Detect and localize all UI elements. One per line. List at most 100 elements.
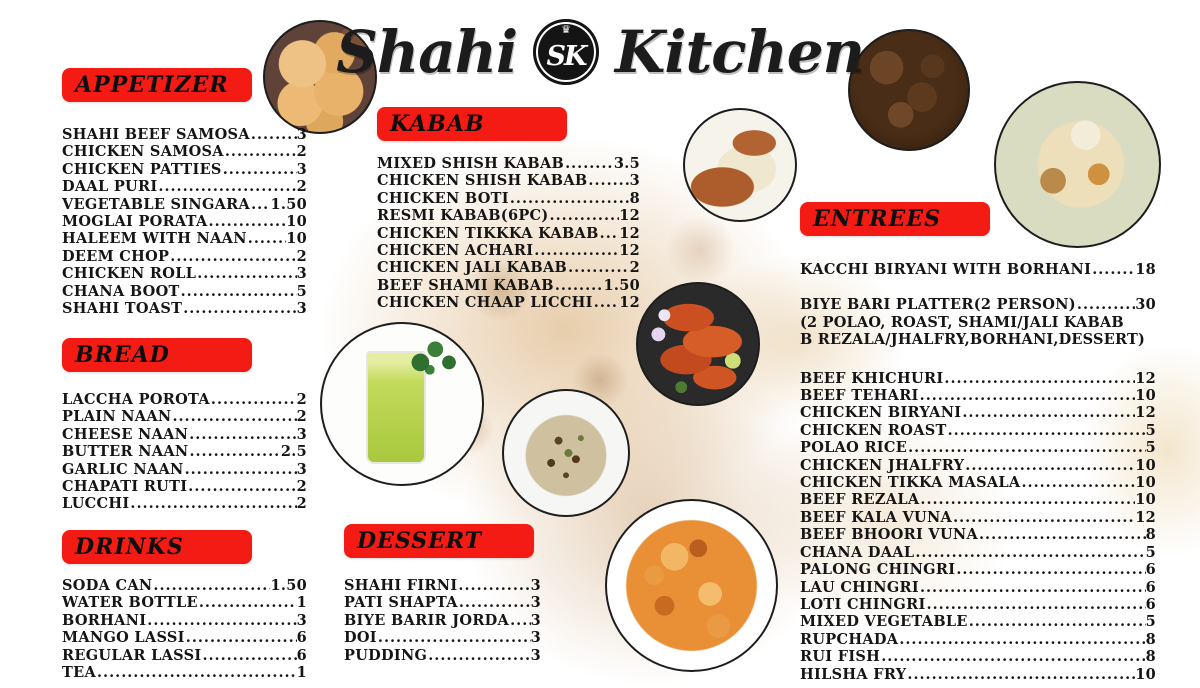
item-name: BEEF TEHARI [800,387,919,405]
photo-tandoori-chicken [636,282,760,406]
item-name: BEEF BHOORI VUNA [800,526,978,544]
section-bread: BREAD LACCHA POROTA.....................… [62,338,307,513]
menu-item: DOI.....................................… [344,629,541,646]
item-price: 3 [530,646,541,664]
section-header-dessert: DESSERT [344,524,534,558]
dot-leader: ........................................… [947,421,1146,439]
dot-leader: ........................................… [881,648,1146,666]
item-price: 12 [619,224,640,242]
item-price: 12 [619,294,640,312]
item-price: 6 [1145,561,1156,579]
menu-item: CHAPATI RUTI............................… [62,478,307,495]
item-name: SHAHI TOAST [62,300,183,318]
menu-item: CHICKEN CHAAP LICCHI....................… [377,294,640,311]
dessert-items: SHAHI FIRNI.............................… [344,577,541,664]
item-name: BIYE BARIR JORDA [344,611,510,629]
item-name: BORHANI [62,611,147,629]
item-name: LACCHA POROTA [62,391,210,408]
item-name: POLAO RICE [800,439,908,457]
section-header-bread: BREAD [62,338,252,372]
section-label: DESSERT [357,528,483,554]
menu-item: SODA CAN................................… [62,577,307,594]
item-name: MIXED VEGETABLE [800,613,968,631]
item-name: CHICKEN TIKKKA KABAB [377,224,599,242]
item-name: HALEEM WITH NAAN [62,230,247,248]
dot-leader: ........................................… [509,189,630,207]
dot-leader: ........................................… [198,594,297,612]
dot-leader: ........................................… [130,495,296,513]
item-name: CHICKEN SAMOSA [62,143,224,161]
item-name: DAAL PURI [62,178,158,196]
dot-leader: ........................................… [919,578,1146,596]
dot-leader: ........................................… [979,526,1146,544]
item-name: CHANA BOOT [62,282,180,300]
menu-item: CHICKEN TIKKKA KABAB....................… [377,225,640,242]
menu-item: PATI SHAPTA.............................… [344,594,541,611]
menu-item: PALONG CHINGRI..........................… [800,561,1156,578]
menu-item: CHICKEN ROAST...........................… [800,422,1156,439]
dot-leader: ........................................… [147,611,296,629]
menu-item: BUTTER NAAN.............................… [62,443,307,460]
item-price: 3 [296,126,307,143]
dot-leader: ........................................… [549,207,620,225]
item-price: 30 [1135,296,1156,314]
menu-item: BEEF KALA VUNA..........................… [800,509,1156,526]
dot-leader: ........................................… [247,230,286,248]
item-name: GARLIC NAAN [62,460,184,478]
photo-biryani-plate [994,81,1161,248]
item-price: 1.50 [603,276,640,294]
item-name: CHICKEN SHISH KABAB [377,172,588,190]
item-name: RUI FISH [800,648,881,666]
item-price: 2 [629,259,640,277]
menu-item: KACCHI BIRYANI WITH BORHANI.............… [800,261,1156,278]
item-price: 3 [530,577,541,594]
menu-item: RESMI KABAB(6PC)........................… [377,207,640,224]
menu-item: BEEF KHICHURI...........................… [800,370,1156,387]
menu-item: GARLIC NAAN.............................… [62,461,307,478]
dot-leader: ........................................… [208,213,287,231]
menu-item: CHICKEN ROLL............................… [62,265,307,282]
dot-leader: ........................................… [210,391,297,408]
dot-leader: ........................................… [377,629,531,647]
menu-item: BEEF BHOORI VUNA........................… [800,526,1156,543]
item-price: 2.5 [280,443,307,461]
dot-leader: ........................................… [180,282,297,300]
item-price: 2 [296,391,307,408]
dot-leader: ........................................… [250,126,297,143]
item-name: DOI [344,629,377,647]
dot-leader: ........................................… [458,577,531,594]
dot-leader: ........................................… [183,300,297,318]
item-price: 6 [296,629,307,647]
dot-leader: ........................................… [568,259,630,277]
dot-leader: ........................................… [1076,296,1135,314]
item-name: BEEF KHICHURI [800,369,944,387]
item-name: CHICKEN CHAAP LICCHI [377,294,593,312]
entrees-featured-item: KACCHI BIRYANI WITH BORHANI.............… [800,261,1156,278]
item-price: 8 [1145,630,1156,648]
item-price: 3 [296,300,307,318]
menu-item: HALEEM WITH NAAN........................… [62,230,307,247]
menu-item: LACCHA POROTA...........................… [62,391,307,408]
item-name: KACCHI BIRYANI WITH BORHANI [800,261,1092,278]
item-price: 18 [1135,261,1156,278]
photo-chicken-curry [605,499,778,672]
platter-description-line-1: (2 POLAO, ROAST, SHAMI/JALI KABAB [800,313,1124,331]
item-name: PALONG CHINGRI [800,561,956,579]
item-price: 6 [1145,595,1156,613]
item-price: 10 [286,213,307,231]
item-name: CHICKEN JHALFRY [800,456,965,474]
section-drinks: DRINKS SODA CAN.........................… [62,530,307,681]
dot-leader: ........................................… [189,443,281,461]
item-name: BEEF REZALA [800,491,920,509]
item-name: MOGLAI PORATA [62,213,208,231]
menu-item: CHICKEN SAMOSA..........................… [62,143,307,160]
menu-item: PUDDING.................................… [344,647,541,664]
photo-puri-bread [263,20,377,134]
item-price: 5 [1145,421,1156,439]
menu-item: CHICKEN ACHARI..........................… [377,242,640,259]
dot-leader: ........................................… [588,172,629,190]
item-name: CHICKEN ROAST [800,421,947,439]
dot-leader: ........................................… [170,247,297,265]
dot-leader: ........................................… [944,369,1135,387]
photo-green-lassi [320,322,484,486]
